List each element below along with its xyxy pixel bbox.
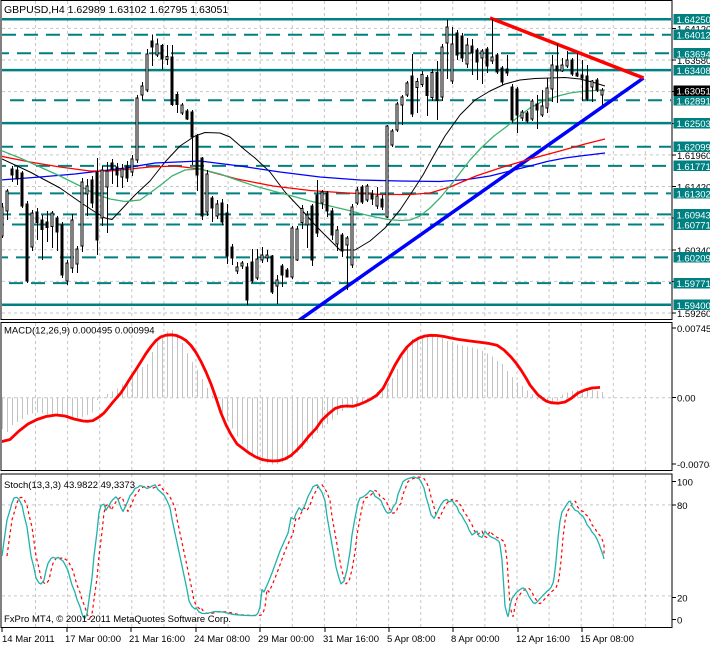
- svg-text:5 Apr 08:00: 5 Apr 08:00: [387, 634, 436, 645]
- svg-text:1.61960: 1.61960: [677, 151, 710, 162]
- svg-text:0: 0: [677, 616, 682, 627]
- svg-text:15 Apr 08:00: 15 Apr 08:00: [580, 634, 634, 645]
- svg-text:FxPro MT4, © 2001-2011 MetaQuo: FxPro MT4, © 2001-2011 MetaQuotes Softwa…: [4, 614, 231, 625]
- svg-text:GBPUSD,H4 1.62989 1.63102 1.6: GBPUSD,H4 1.62989 1.63102 1.62795 1.6305…: [4, 4, 228, 16]
- svg-text:8 Apr 00:00: 8 Apr 00:00: [451, 634, 500, 645]
- svg-text:29 Mar 00:00: 29 Mar 00:00: [258, 634, 314, 645]
- svg-text:14 Mar 2011: 14 Mar 2011: [2, 634, 55, 645]
- svg-text:80: 80: [677, 501, 688, 512]
- svg-text:-0.00708: -0.00708: [677, 460, 710, 471]
- svg-text:17 Mar 00:00: 17 Mar 00:00: [65, 634, 121, 645]
- svg-text:20: 20: [677, 594, 688, 605]
- svg-text:1.60209: 1.60209: [677, 253, 710, 264]
- svg-text:0.00: 0.00: [677, 394, 696, 405]
- svg-text:Stoch(13,3,3) 43.9822 49,3373: Stoch(13,3,3) 43.9822 49,3373: [4, 480, 135, 491]
- svg-text:MACD(12,26,9) 0.000495 0.00099: MACD(12,26,9) 0.000495 0.000994: [4, 326, 155, 337]
- svg-text:1.63408: 1.63408: [677, 66, 710, 77]
- svg-text:100: 100: [677, 478, 693, 489]
- svg-text:0.00745: 0.00745: [677, 324, 710, 335]
- svg-text:12 Apr 16:00: 12 Apr 16:00: [516, 634, 570, 645]
- svg-text:1.60340: 1.60340: [677, 246, 710, 257]
- svg-text:1.64012: 1.64012: [677, 31, 710, 42]
- svg-text:31 Mar 16:00: 31 Mar 16:00: [323, 634, 379, 645]
- svg-text:1.61771: 1.61771: [677, 162, 710, 173]
- svg-text:1.63580: 1.63580: [677, 56, 710, 67]
- svg-text:1.59260: 1.59260: [677, 309, 710, 320]
- svg-text:1.60943: 1.60943: [677, 210, 710, 221]
- svg-text:1.63694: 1.63694: [677, 49, 710, 60]
- svg-text:1.62891: 1.62891: [677, 96, 710, 107]
- svg-text:1.59400: 1.59400: [677, 301, 710, 312]
- svg-text:1.62503: 1.62503: [677, 119, 710, 130]
- svg-text:1.60771: 1.60771: [677, 221, 710, 232]
- svg-text:1.62099: 1.62099: [677, 143, 710, 154]
- svg-text:1.59771: 1.59771: [677, 279, 710, 290]
- svg-text:1.64250: 1.64250: [677, 15, 710, 26]
- svg-text:1.61302: 1.61302: [677, 189, 710, 200]
- svg-text:1.63051: 1.63051: [677, 87, 710, 98]
- svg-text:21 Mar 16:00: 21 Mar 16:00: [129, 634, 185, 645]
- svg-text:1.61420: 1.61420: [677, 183, 710, 194]
- svg-text:24 Mar 08:00: 24 Mar 08:00: [194, 634, 250, 645]
